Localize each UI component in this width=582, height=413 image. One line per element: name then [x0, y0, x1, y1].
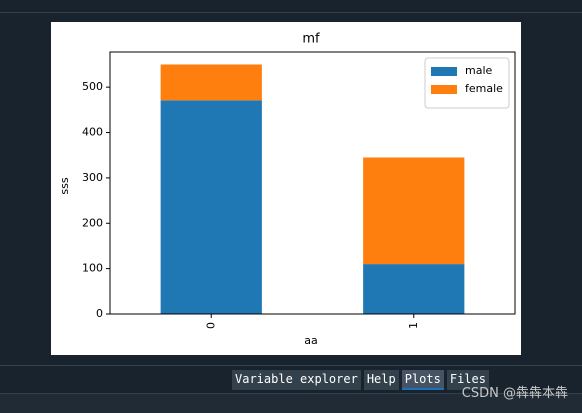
y-axis-label: sss [58, 177, 71, 194]
plot-pane: mf aa sss 0 100 200 300 400 500 0 1 male female [51, 22, 521, 355]
chart: mf aa sss 0 100 200 300 400 500 0 1 male female [58, 32, 516, 347]
bar-segment [363, 264, 465, 314]
top-strip [0, 0, 582, 13]
x-tick-label: 0 [204, 322, 217, 329]
legend-label: male [465, 64, 493, 77]
tab-bar: Variable explorer Help Plots Files [232, 370, 489, 390]
chart-title: mf [302, 32, 320, 47]
x-axis-label: aa [304, 334, 317, 347]
pane-divider [0, 365, 582, 366]
bar-segment [363, 157, 465, 265]
legend-swatch [431, 85, 457, 94]
bar-segment [160, 100, 262, 314]
legend-swatch [431, 67, 457, 76]
bar-segment [160, 64, 262, 101]
y-tick-label: 0 [96, 307, 103, 320]
y-tick-label: 400 [82, 126, 103, 139]
tab[interactable]: Files [446, 370, 489, 390]
legend-label: female [465, 82, 503, 95]
tab[interactable]: Help [363, 370, 399, 390]
axes-frame [109, 51, 516, 315]
status-strip [0, 393, 582, 413]
watermark: CSDN @犇犇本犇 [461, 386, 568, 401]
y-tick-label: 300 [82, 171, 103, 184]
tab[interactable]: Plots [401, 370, 444, 390]
tab[interactable]: Variable explorer [232, 370, 361, 390]
y-tick-label: 100 [82, 262, 103, 275]
y-tick-label: 500 [82, 80, 103, 93]
x-tick-label: 1 [407, 322, 420, 329]
y-tick-label: 200 [82, 216, 103, 229]
